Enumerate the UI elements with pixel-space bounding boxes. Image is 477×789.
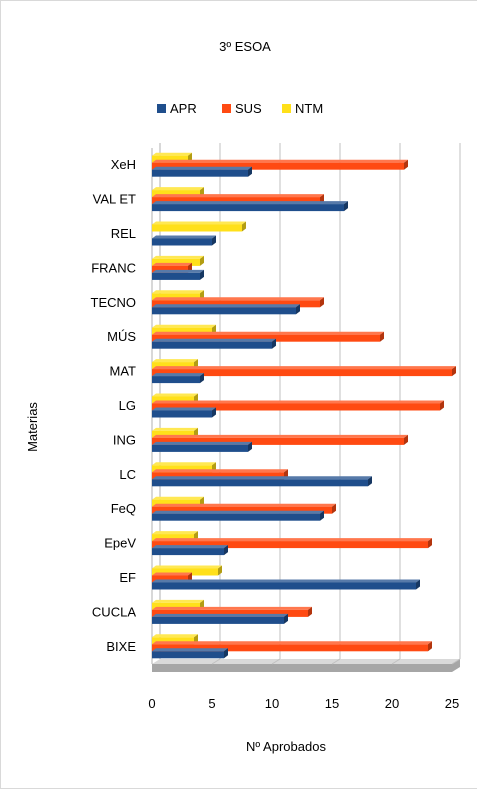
legend-label: NTM xyxy=(295,101,323,116)
y-tick-label: CUCLA xyxy=(92,604,136,619)
bar-apr xyxy=(152,407,216,418)
y-tick-label: REL xyxy=(111,226,136,241)
gridline-floor xyxy=(451,658,461,665)
x-tick-label: 10 xyxy=(265,696,279,711)
bar-ntm xyxy=(152,565,222,576)
bar-apr xyxy=(152,579,420,590)
bar-sus xyxy=(152,331,384,342)
y-tick-label: FeQ xyxy=(111,501,136,516)
y-tick-label: BIXE xyxy=(106,639,136,654)
y-axis-tick-labels: XeH VAL ET REL FRANC TECNO MÚS MAT LG ING LC FeQ Ep… xyxy=(91,157,137,654)
y-tick-label: ING xyxy=(113,432,136,447)
x-tick-label: 25 xyxy=(445,696,459,711)
y-tick-label: MÚS xyxy=(107,329,136,344)
legend-label: APR xyxy=(170,101,197,116)
bar-apr xyxy=(152,166,252,177)
bar-apr xyxy=(152,201,348,212)
x-tick-label: 5 xyxy=(208,696,215,711)
bars xyxy=(152,152,456,659)
legend-item-sus: SUS xyxy=(222,101,262,116)
plot-floor xyxy=(152,659,460,664)
legend-label: SUS xyxy=(235,101,262,116)
y-axis-label: Materias xyxy=(25,402,40,452)
bar-sus xyxy=(152,297,324,308)
y-tick-label: VAL ET xyxy=(93,192,136,207)
x-tick-label: 15 xyxy=(325,696,339,711)
bar-apr xyxy=(152,235,216,246)
bar-sus xyxy=(152,538,432,549)
chart-title: 3º ESOA xyxy=(219,39,271,54)
y-tick-label: TECNO xyxy=(91,295,137,310)
x-axis-label: Nº Aprobados xyxy=(246,739,326,754)
bar-sus xyxy=(152,434,408,445)
x-tick-label: 20 xyxy=(385,696,399,711)
bar-apr xyxy=(152,510,324,521)
bar-apr xyxy=(152,613,288,624)
y-tick-label: LG xyxy=(119,398,136,413)
legend: APR SUS NTM xyxy=(157,101,323,116)
y-tick-label: EpeV xyxy=(104,536,136,551)
gridline-floor xyxy=(331,658,341,665)
bar-apr xyxy=(152,304,300,315)
gridline-floor xyxy=(391,658,401,665)
gridline-floor xyxy=(211,658,221,665)
bar-apr xyxy=(152,545,228,556)
y-tick-label: XeH xyxy=(111,157,136,172)
bar-ntm xyxy=(152,221,246,232)
bar-sus xyxy=(152,366,456,377)
bar-ntm xyxy=(152,255,204,266)
legend-item-apr: APR xyxy=(157,101,197,116)
bar-sus xyxy=(152,606,312,617)
y-tick-label: EF xyxy=(119,570,136,585)
y-tick-label: FRANC xyxy=(91,260,136,275)
plot-floor-edge xyxy=(152,659,460,672)
bar-apr xyxy=(152,373,204,384)
bar-apr xyxy=(152,269,204,280)
bar-sus xyxy=(152,400,444,411)
legend-item-ntm: NTM xyxy=(282,101,323,116)
gridline-floor xyxy=(271,658,281,665)
bar-sus xyxy=(152,159,408,170)
bar-apr xyxy=(152,648,228,659)
x-axis-tick-labels: 0 5 10 15 20 25 xyxy=(148,696,459,711)
bar-apr xyxy=(152,476,372,487)
bar-sus xyxy=(152,503,336,514)
bar-apr xyxy=(152,338,276,349)
y-tick-label: LC xyxy=(119,467,136,482)
legend-swatch xyxy=(282,104,291,113)
y-tick-label: MAT xyxy=(110,364,137,379)
bar-apr xyxy=(152,441,252,452)
legend-swatch xyxy=(222,104,231,113)
bar-sus xyxy=(152,641,432,652)
x-tick-label: 0 xyxy=(148,696,155,711)
legend-swatch xyxy=(157,104,166,113)
